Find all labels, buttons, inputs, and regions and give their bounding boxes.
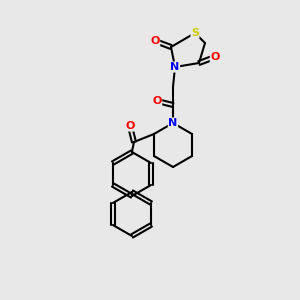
Text: O: O — [125, 121, 135, 131]
Text: N: N — [170, 62, 180, 72]
Text: O: O — [210, 52, 220, 62]
Text: O: O — [152, 96, 162, 106]
Text: N: N — [168, 118, 178, 128]
Text: O: O — [150, 36, 160, 46]
Text: S: S — [191, 28, 199, 38]
